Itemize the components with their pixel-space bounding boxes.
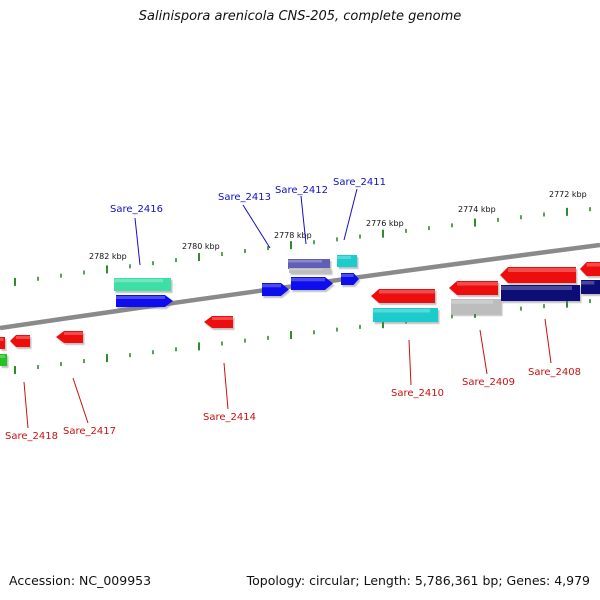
gene-features xyxy=(0,255,600,366)
leader-line-sare-2409 xyxy=(479,329,488,375)
leader-line-sare-2418 xyxy=(23,381,29,429)
position-label-2772: 2772 kbp xyxy=(549,190,587,199)
position-label-2782: 2782 kbp xyxy=(89,252,127,261)
gene-arrow-red-4-highlight xyxy=(586,263,600,267)
leader-line-sare-2408 xyxy=(544,318,552,364)
gene-arrow-red-2-highlight xyxy=(457,282,498,286)
position-label-2780: 2780 kbp xyxy=(182,242,220,251)
outer-tick-marks xyxy=(14,207,591,286)
gene-label-sare-2416[interactable]: Sare_2416 xyxy=(110,204,163,215)
leader-line-sare-2414 xyxy=(223,362,229,410)
gene-label-sare-2409[interactable]: Sare_2409 xyxy=(462,377,515,388)
gene-arrow-grey-small[interactable] xyxy=(289,268,331,273)
gene-label-sare-2413[interactable]: Sare_2413 xyxy=(218,192,271,203)
gene-arrow-blue-3-highlight xyxy=(291,278,325,282)
gene-arrow-blue-4-highlight xyxy=(341,274,354,277)
gene-arrow-red-5-highlight xyxy=(212,317,233,320)
gene-label-sare-2410[interactable]: Sare_2410 xyxy=(391,388,444,399)
position-label-2774: 2774 kbp xyxy=(458,205,496,214)
gene-arrow-slate-highlight xyxy=(288,260,322,263)
leader-line-sare-2413 xyxy=(242,204,271,249)
gene-arrow-cyan-2-highlight xyxy=(373,309,430,313)
leader-line-sare-2411 xyxy=(343,188,358,241)
accession-text: Accession: NC_009953 xyxy=(9,573,152,588)
gene-arrow-navy-1-highlight xyxy=(501,286,572,290)
gene-arrow-blue-1-highlight xyxy=(116,296,165,299)
gene-arrow-cyan-small-highlight xyxy=(337,256,351,259)
position-label-2778: 2778 kbp xyxy=(274,231,312,240)
gene-arrow-grey-small-highlight xyxy=(289,269,323,271)
gene-arrow-blue-2-highlight xyxy=(262,284,281,288)
inner-tick-marks xyxy=(14,299,591,375)
map-title: Salinispora arenicola CNS-205, complete … xyxy=(138,9,462,24)
leader-line-sare-2410 xyxy=(408,339,412,386)
leader-line-sare-2416 xyxy=(134,217,141,266)
forward-gene-labels: Sare_2416 Sare_2413 Sare_2412 Sare_2411 xyxy=(110,177,386,266)
gene-arrow-red-6-highlight xyxy=(64,332,83,335)
gene-label-sare-2417[interactable]: Sare_2417 xyxy=(63,426,116,437)
reverse-gene-labels: Sare_2418 Sare_2417 Sare_2414 Sare_2410 … xyxy=(5,318,581,442)
gene-label-sare-2411[interactable]: Sare_2411 xyxy=(333,177,386,188)
gene-label-sare-2414[interactable]: Sare_2414 xyxy=(203,412,256,423)
gene-arrow-teal-green-highlight xyxy=(114,279,163,283)
gene-arrow-navy-2-highlight xyxy=(581,281,595,285)
gene-arrow-red-7-highlight xyxy=(16,336,30,339)
gene-arrow-red-3-highlight xyxy=(508,268,576,272)
position-label-2776: 2776 kbp xyxy=(366,219,404,228)
gene-arrow-red-1-highlight xyxy=(379,290,435,294)
leader-line-sare-2412 xyxy=(300,195,307,245)
gene-label-sare-2412[interactable]: Sare_2412 xyxy=(275,185,328,196)
gene-label-sare-2418[interactable]: Sare_2418 xyxy=(5,431,58,442)
leader-line-sare-2417 xyxy=(72,377,89,424)
gene-arrow-grey-2-highlight xyxy=(451,300,493,304)
gene-arrow-red-8-highlight xyxy=(0,338,4,341)
genome-summary-text: Topology: circular; Length: 5,786,361 bp… xyxy=(246,573,590,588)
gene-arrow-green-highlight xyxy=(0,355,5,358)
gene-label-sare-2408[interactable]: Sare_2408 xyxy=(528,367,581,378)
